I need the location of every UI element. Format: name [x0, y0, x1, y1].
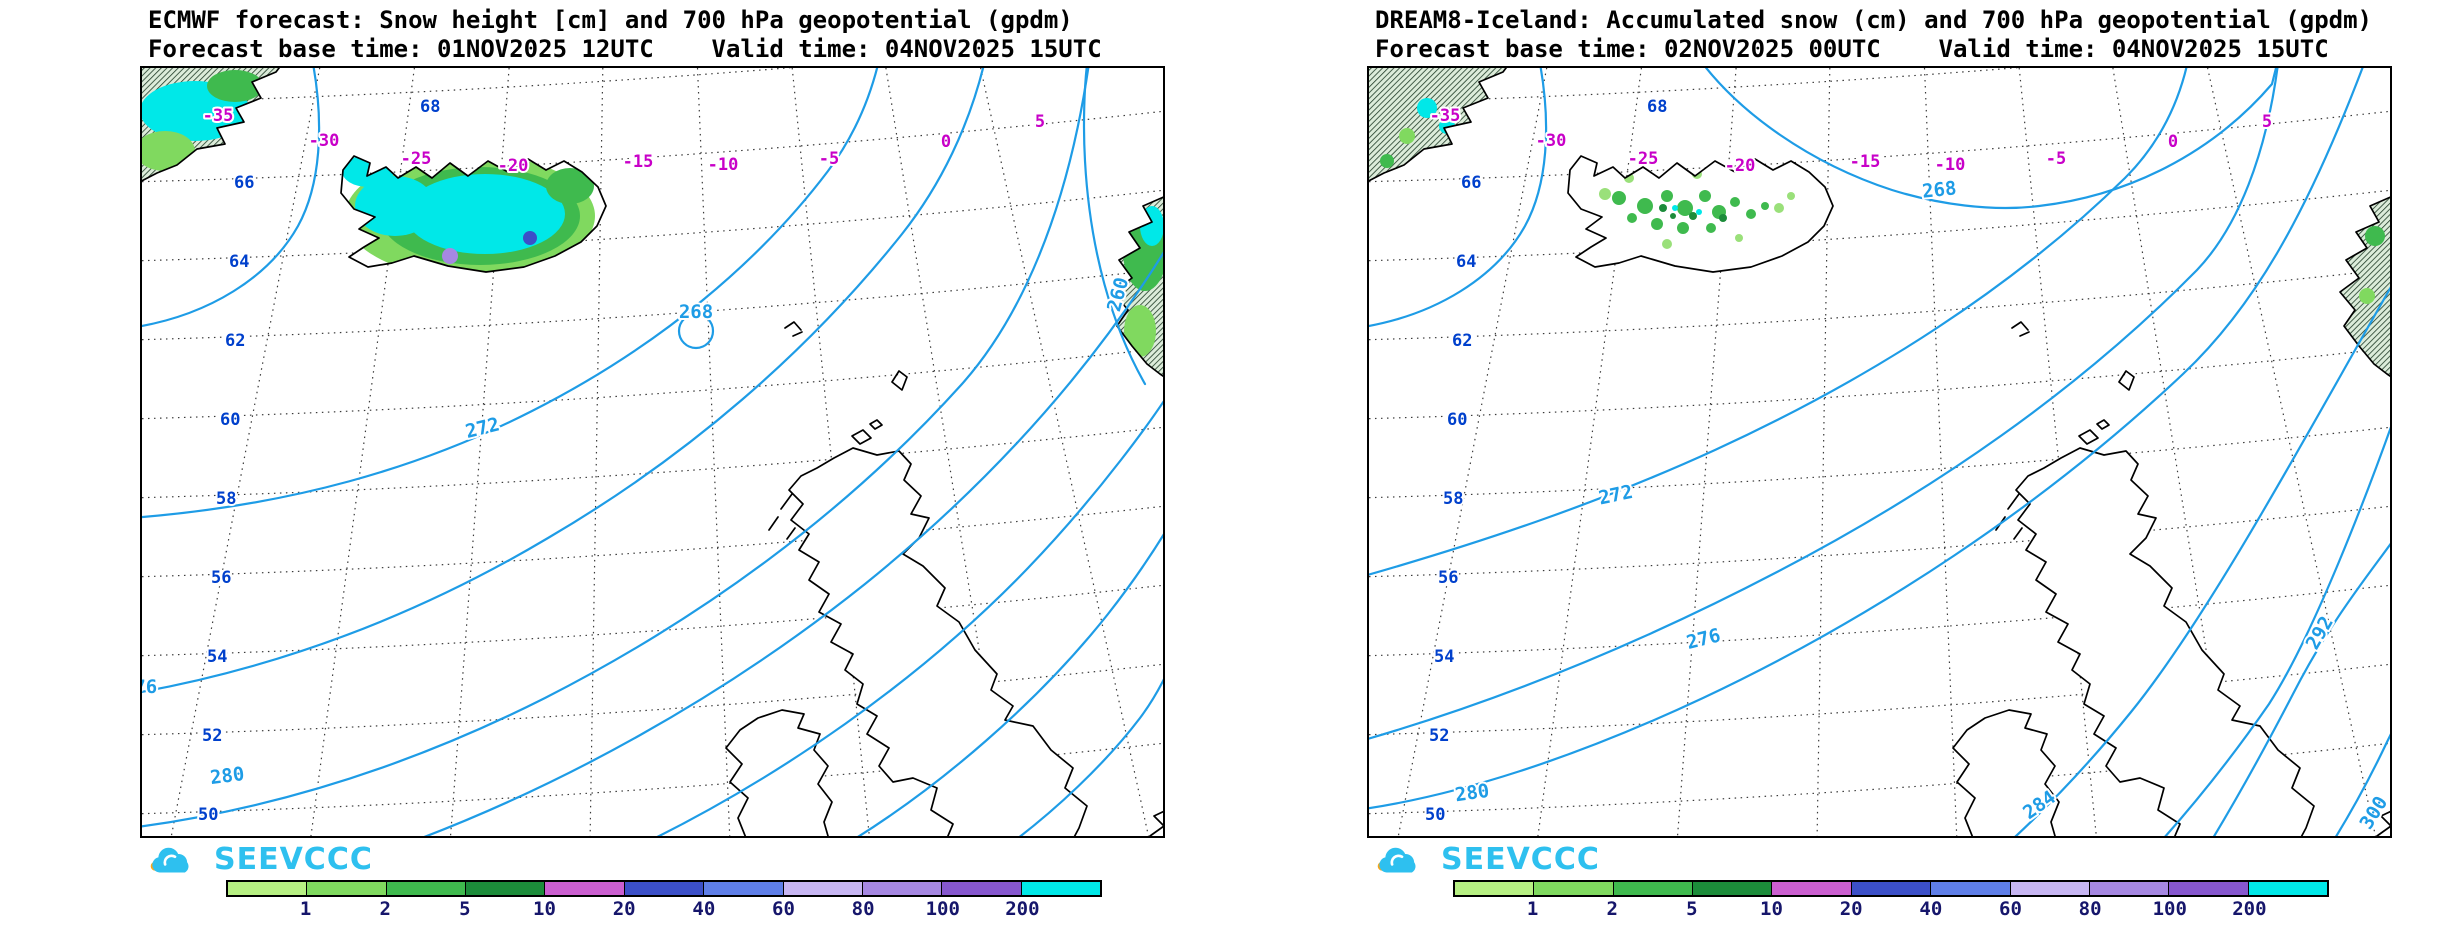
seevccc-cloud-icon [150, 847, 189, 873]
map-ecmwf: 268 272 276 280 260 [140, 66, 1165, 838]
legend-tick: 40 [692, 898, 716, 920]
map-frame [1367, 66, 2392, 838]
legend-segment [1613, 882, 1694, 895]
legend-segment [1021, 882, 1100, 895]
panel-ecmwf-footer: SEEVCCC 1 2 [140, 841, 1165, 920]
legend-colorbar [1453, 880, 2329, 897]
legend-segment [704, 882, 784, 895]
legend-segment [1455, 882, 1535, 895]
legend-tick: 60 [772, 898, 795, 920]
contour-label: 276 [140, 676, 157, 698]
legend-tick: 5 [1686, 898, 1698, 920]
legend-segment [307, 882, 387, 895]
legend-tick: 40 [1919, 898, 1943, 920]
legend-tick: 10 [1760, 898, 1783, 920]
legend-segment [1772, 882, 1852, 895]
legend-segment [1931, 882, 2011, 895]
legend-tick: 20 [612, 898, 636, 920]
legend-tick: 200 [1005, 898, 1040, 920]
forecast-times: Forecast base time: 02NOV2025 00UTC Vali… [1375, 35, 2329, 63]
legend-segment [862, 882, 943, 895]
legend-tick-row: 1 2 5 10 20 40 60 80 100 200 [1453, 897, 2329, 920]
panel-ecmwf: ECMWF forecast: Snow height [cm] and 700… [140, 6, 1227, 920]
legend-tick: 2 [379, 898, 391, 920]
snow-depth-legend: 1 2 5 10 20 40 60 80 100 200 [226, 880, 1102, 920]
panel-ecmwf-header: ECMWF forecast: Snow height [cm] and 700… [148, 6, 1227, 64]
page-title: DREAM8-Iceland: Accumulated snow (cm) an… [1375, 6, 2372, 34]
legend-tick-row: 1 2 5 10 20 40 60 80 100 200 [226, 897, 1102, 920]
legend-tick: 200 [2232, 898, 2267, 920]
seevccc-logo: SEEVCCC [1373, 841, 2392, 877]
seevccc-logo: SEEVCCC [146, 841, 1165, 877]
legend-segment [1693, 882, 1773, 895]
contour-label: 268 [679, 301, 713, 323]
panel-dream8-header: DREAM8-Iceland: Accumulated snow (cm) an… [1375, 6, 2454, 64]
legend-segment [1851, 882, 1932, 895]
legend-segment [2089, 882, 2170, 895]
legend-tick: 100 [925, 898, 960, 920]
logo-text: SEEVCCC [214, 841, 373, 877]
legend-segment [2169, 882, 2249, 895]
legend-tick: 80 [2078, 898, 2102, 920]
map-frame [140, 66, 1165, 838]
legend-segment [386, 882, 467, 895]
legend-segment [466, 882, 546, 895]
page-title: ECMWF forecast: Snow height [cm] and 700… [148, 6, 1073, 34]
seevccc-cloud-icon [1377, 847, 1416, 873]
legend-colorbar [226, 880, 1102, 897]
legend-tick: 80 [851, 898, 875, 920]
legend-tick: 2 [1606, 898, 1618, 920]
snow-layer-dream8 [1380, 98, 2385, 304]
contour-label: 268 [1921, 177, 1957, 202]
legend-tick: 60 [1999, 898, 2022, 920]
forecast-times: Forecast base time: 01NOV2025 12UTC Vali… [148, 35, 1102, 63]
legend-segment [228, 882, 308, 895]
legend-segment [942, 882, 1022, 895]
legend-segment [2010, 882, 2090, 895]
legend-tick: 10 [533, 898, 556, 920]
logo-text: SEEVCCC [1441, 841, 1600, 877]
legend-tick: 5 [459, 898, 471, 920]
legend-tick: 100 [2152, 898, 2187, 920]
map-container-ecmwf: 268 272 276 280 260 [140, 66, 1165, 838]
legend-segment [1534, 882, 1614, 895]
legend-segment [2248, 882, 2327, 895]
legend-tick: 20 [1839, 898, 1863, 920]
snow-layer-ecmwf [140, 70, 1165, 357]
contour-label: 280 [209, 763, 246, 789]
map-container-dream8: 268 272 276 280 284 292 300 [1367, 66, 2392, 838]
legend-segment [624, 882, 705, 895]
map-dream8: 268 272 276 280 284 292 300 [1367, 66, 2392, 838]
legend-segment [545, 882, 625, 895]
legend-tick: 1 [299, 898, 312, 920]
panel-dream8-footer: SEEVCCC 1 2 [1367, 841, 2392, 920]
panel-dream8: DREAM8-Iceland: Accumulated snow (cm) an… [1227, 0, 2454, 925]
snow-depth-legend: 1 2 5 10 20 40 60 80 100 200 [1453, 880, 2329, 920]
legend-tick: 1 [1526, 898, 1539, 920]
legend-segment [783, 882, 863, 895]
